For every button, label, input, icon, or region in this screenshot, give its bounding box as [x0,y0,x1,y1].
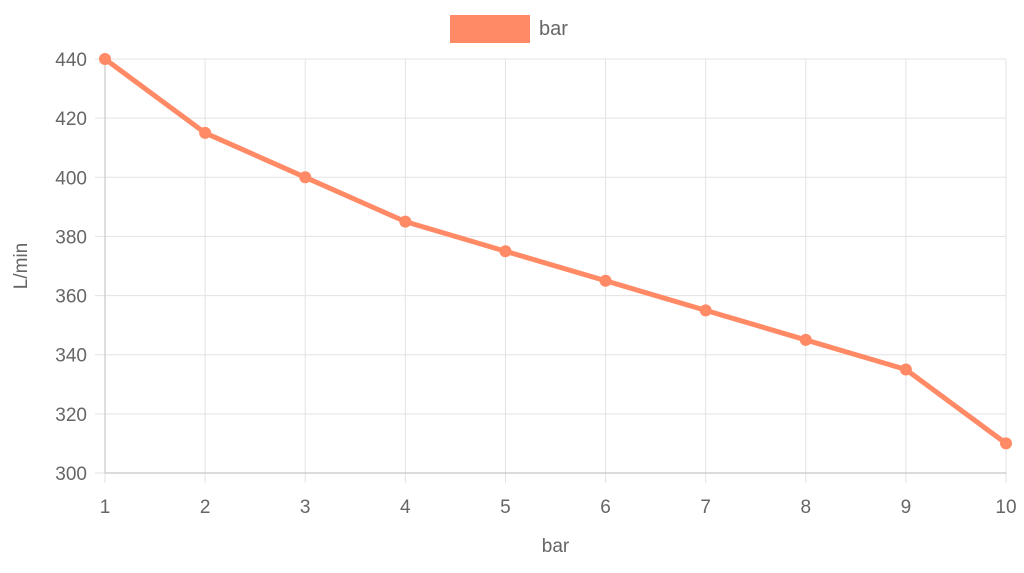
x-tick-label: 8 [800,497,811,518]
legend[interactable]: bar [450,15,568,43]
data-point[interactable] [699,304,712,317]
data-point[interactable] [599,274,612,287]
series-line [102,56,1009,446]
series [99,53,1012,450]
data-point[interactable] [899,363,912,376]
x-tick-label: 10 [995,497,1016,518]
data-point[interactable] [299,171,312,184]
data-point[interactable] [499,245,512,258]
data-point[interactable] [199,126,212,139]
data-point[interactable] [799,333,812,346]
x-tick-label: 7 [700,497,711,518]
y-tick-label: 340 [55,346,87,367]
y-tick-label: 300 [55,464,87,485]
x-tick-label: 5 [500,497,511,518]
y-tick-label: 360 [55,287,87,308]
y-tick-label: 400 [55,168,87,189]
x-tick-label: 4 [400,497,411,518]
x-tick-label: 2 [200,497,211,518]
data-point[interactable] [399,215,412,228]
x-tick-label: 9 [901,497,912,518]
legend-label[interactable]: bar [539,18,568,40]
grid [95,58,1007,483]
y-axis-tick-labels: 300 320 340 360 380 400 420 440 [55,50,87,485]
legend-swatch[interactable] [450,15,530,43]
axes [104,59,1006,474]
data-point[interactable] [1000,437,1012,450]
x-axis-title: bar [542,536,570,557]
y-tick-label: 440 [55,50,87,71]
y-tick-label: 380 [55,227,87,248]
x-tick-label: 6 [600,497,611,518]
x-tick-label: 1 [100,497,111,518]
x-tick-label: 3 [300,497,311,518]
y-tick-label: 320 [55,405,87,426]
y-axis-title: L/min [11,243,32,289]
x-axis-tick-labels: 1 2 3 4 5 6 7 8 9 10 [100,497,1017,518]
data-point[interactable] [99,53,111,65]
y-tick-label: 420 [55,109,87,130]
